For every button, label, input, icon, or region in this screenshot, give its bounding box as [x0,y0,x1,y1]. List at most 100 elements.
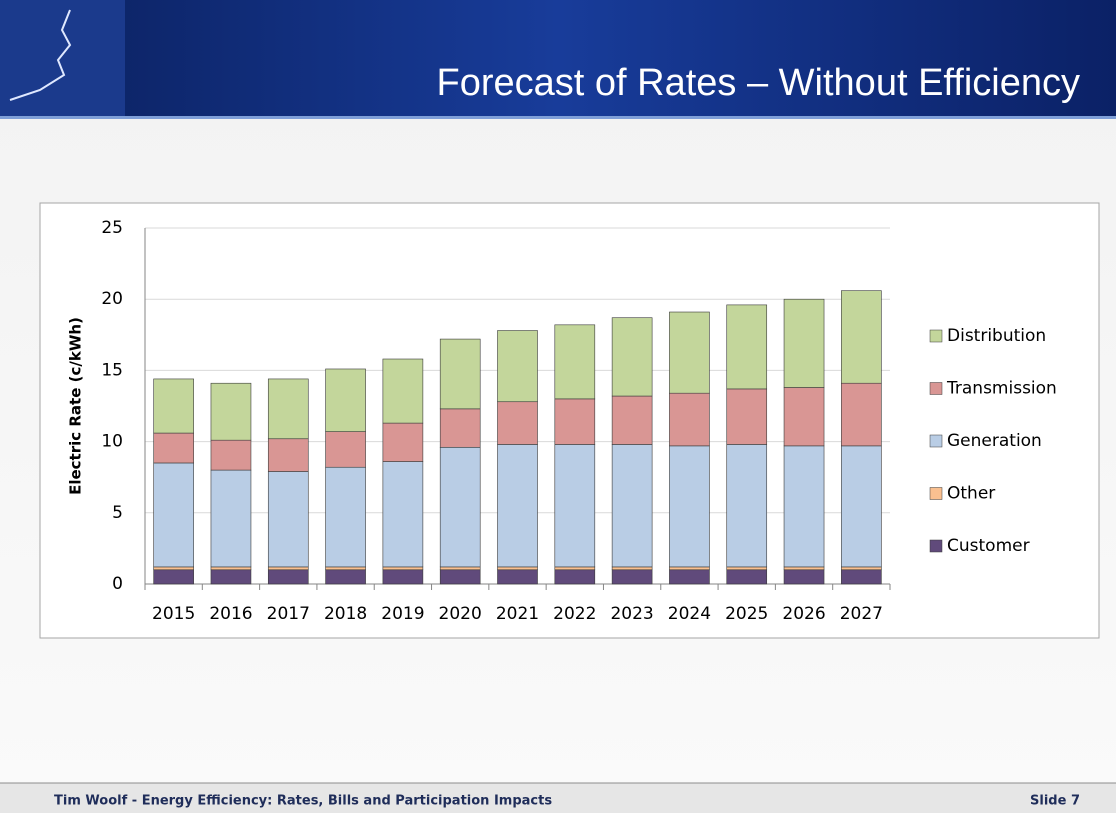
bar-segment [555,444,595,566]
bar-segment [154,379,194,433]
bar-segment [211,570,251,584]
bar-segment [841,567,881,570]
bar-segment [383,462,423,567]
legend-swatch [930,540,942,552]
bar-segment [154,570,194,584]
bar-segment [440,339,480,409]
legend-swatch [930,435,942,447]
bar-segment [383,567,423,570]
legend-swatch [930,488,942,500]
bar-segment [669,312,709,393]
bar-segment [211,440,251,470]
bar-segment [784,567,824,570]
x-tick-label: 2026 [782,604,825,624]
bar-segment [326,369,366,432]
bar-segment [440,567,480,570]
bar-segment [727,389,767,445]
bar-segment [154,433,194,463]
legend-swatch [930,330,942,342]
y-tick-label: 20 [101,289,123,309]
bar-segment [498,331,538,402]
x-tick-label: 2019 [381,604,424,624]
y-tick-label: 25 [101,218,123,238]
x-tick-label: 2017 [267,604,310,624]
bar-segment [841,291,881,384]
slide-title: Forecast of Rates – Without Efficiency [437,62,1080,104]
slide-number: Slide 7 [1030,794,1080,809]
bar-segment [727,305,767,389]
bar-segment [555,567,595,570]
bar-segment [154,567,194,570]
legend-label: Distribution [947,326,1046,346]
bar-segment [727,567,767,570]
x-tick-label: 2018 [324,604,367,624]
legend-label: Customer [947,536,1030,556]
x-tick-label: 2020 [439,604,482,624]
bar-segment [612,396,652,444]
legend-swatch [930,383,942,395]
bar-segment [669,567,709,570]
bar-segment [154,463,194,567]
bar-segment [268,472,308,567]
slide: Forecast of Rates – Without Efficiency E… [0,0,1116,813]
bar-segment [727,570,767,584]
y-axis-label: Electric Rate (c/kWh) [67,317,85,495]
bar-segment [211,567,251,570]
bar-segment [498,444,538,566]
bar-segment [669,393,709,446]
bar-segment [669,570,709,584]
bar-segment [612,570,652,584]
bar-segment [498,570,538,584]
bar-segment [268,567,308,570]
legend-label: Other [947,484,995,504]
x-tick-label: 2021 [496,604,539,624]
y-tick-label: 0 [112,574,123,594]
bar-segment [326,570,366,584]
y-tick-label: 15 [101,360,123,380]
bar-segment [268,439,308,472]
bar-segment [841,446,881,567]
x-tick-label: 2025 [725,604,768,624]
bar-segment [440,409,480,447]
bar-segment [211,470,251,567]
x-tick-label: 2023 [610,604,653,624]
y-tick-label: 10 [101,432,123,452]
header-rule [0,116,1116,119]
bar-segment [841,570,881,584]
bar-segment [555,570,595,584]
bar-segment [383,570,423,584]
bar-segment [727,444,767,566]
legend-label: Transmission [946,379,1057,399]
bar-segment [612,318,652,396]
bar-segment [498,402,538,445]
bar-segment [211,383,251,440]
bar-segment [383,359,423,423]
bar-segment [612,567,652,570]
y-tick-label: 5 [112,503,123,523]
x-tick-label: 2015 [152,604,195,624]
logo-box [0,0,125,118]
x-tick-label: 2016 [209,604,252,624]
bar-segment [326,567,366,570]
bar-segment [784,446,824,567]
bar-segment [841,383,881,446]
footer-text: Tim Woolf - Energy Efficiency: Rates, Bi… [54,794,552,809]
bar-segment [440,447,480,567]
bar-segment [498,567,538,570]
bar-segment [326,432,366,468]
bar-segment [555,399,595,445]
bar-segment [268,379,308,439]
bar-segment [784,387,824,445]
x-tick-label: 2022 [553,604,596,624]
bar-segment [612,444,652,566]
bar-segment [268,570,308,584]
bar-segment [555,325,595,399]
bar-segment [669,446,709,567]
bar-segment [440,570,480,584]
bar-segment [383,423,423,461]
bar-segment [326,467,366,567]
bar-segment [784,299,824,387]
page: {"slide": {"title": "Forecast of Rates –… [0,0,1116,813]
legend-label: Generation [947,431,1042,451]
bar-segment [784,570,824,584]
